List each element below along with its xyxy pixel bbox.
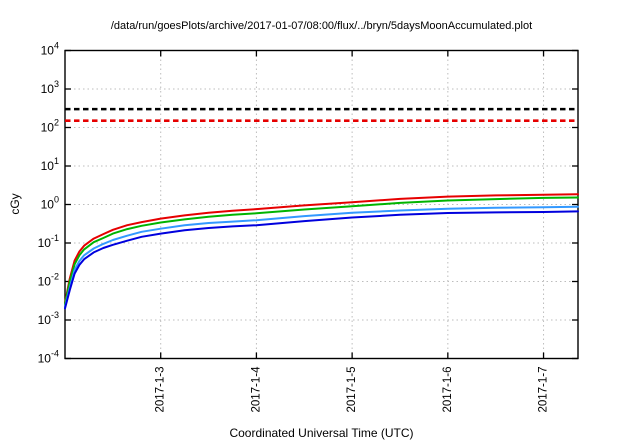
x-tick-label: 2017-1-7 xyxy=(538,367,550,413)
y-tick-label: 104 xyxy=(41,41,59,58)
y-tick-label: 10-3 xyxy=(38,310,59,327)
x-tick-label: 2017-1-4 xyxy=(250,366,262,413)
x-tick-label: 2017-1-5 xyxy=(346,367,358,413)
y-axis-label: cGy xyxy=(8,193,22,215)
y-tick-label: 10-1 xyxy=(38,233,59,250)
x-tick-label: 2017-1-3 xyxy=(155,367,167,413)
y-tick-label: 103 xyxy=(41,79,59,96)
y-tick-label: 102 xyxy=(41,118,59,135)
plot-title: /data/run/goesPlots/archive/2017-01-07/0… xyxy=(110,20,533,32)
y-tick-label: 10-4 xyxy=(38,349,59,366)
series-line-blue-accumulated-dose xyxy=(64,210,579,310)
y-tick-label: 10-2 xyxy=(38,272,59,289)
x-tick-label: 2017-1-6 xyxy=(442,367,454,413)
series-line-red-accumulated-dose xyxy=(64,193,579,304)
x-axis-label: Coordinated Universal Time (UTC) xyxy=(229,426,414,440)
y-tick-label: 101 xyxy=(41,156,59,173)
series-line-green-accumulated-dose xyxy=(64,196,579,305)
series-line-skyblue-accumulated-dose xyxy=(64,205,579,308)
y-tick-label: 100 xyxy=(41,195,59,212)
